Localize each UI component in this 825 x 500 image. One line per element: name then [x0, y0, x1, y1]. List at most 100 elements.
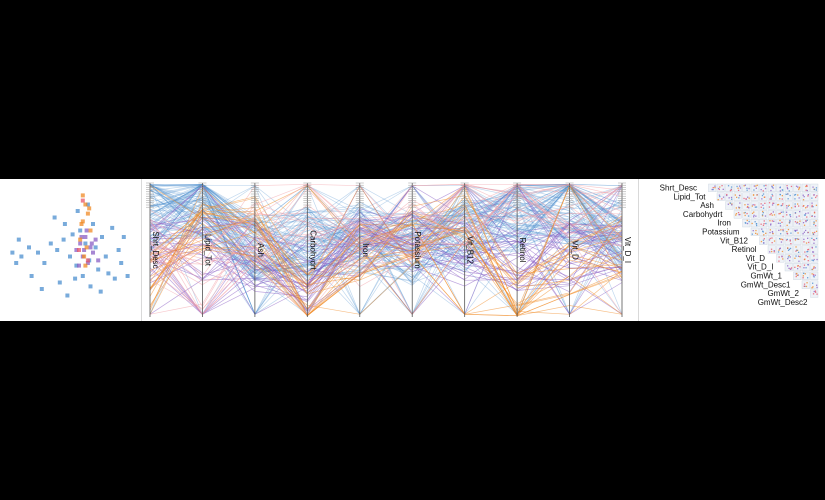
- matrix-cell[interactable]: [742, 192, 751, 201]
- matrix-cell[interactable]: [784, 227, 793, 237]
- matrix-cell[interactable]: [793, 227, 802, 237]
- matrix-cell[interactable]: [742, 219, 751, 228]
- matrix-cell[interactable]: [759, 236, 768, 245]
- matrix-cell[interactable]: [750, 210, 759, 219]
- matrix-cell[interactable]: [801, 245, 810, 254]
- matrix-cell[interactable]: [716, 192, 725, 201]
- matrix-cell[interactable]: [767, 210, 776, 219]
- matrix-cell[interactable]: [776, 236, 785, 245]
- parallel-axis[interactable]: Lipid_Tot: [198, 182, 212, 317]
- matrix-cell[interactable]: [767, 245, 776, 254]
- matrix-cell[interactable]: [750, 227, 759, 237]
- matrix-cell[interactable]: [793, 192, 802, 201]
- matrix-cell[interactable]: [801, 271, 810, 281]
- parallel-axis[interactable]: Vit_D_I: [618, 182, 632, 317]
- matrix-cell[interactable]: [733, 183, 742, 193]
- matrix-cell[interactable]: [733, 192, 742, 201]
- parallel-axis[interactable]: Ash: [250, 182, 265, 317]
- parallel-axis[interactable]: Potassium: [408, 182, 422, 317]
- parallel-axis[interactable]: Iron: [355, 182, 370, 317]
- matrix-cell[interactable]: [742, 183, 751, 193]
- matrix-cell[interactable]: [810, 254, 819, 263]
- matrix-cell[interactable]: [801, 280, 810, 289]
- matrix-cell[interactable]: [810, 289, 819, 298]
- matrix-cell[interactable]: [776, 201, 785, 210]
- scatter-plot-panel[interactable]: [0, 179, 140, 321]
- matrix-cell[interactable]: [784, 183, 793, 193]
- matrix-cell[interactable]: [784, 210, 793, 219]
- matrix-cell[interactable]: [716, 183, 725, 193]
- matrix-cell[interactable]: [784, 254, 793, 263]
- matrix-cell[interactable]: [810, 280, 819, 289]
- matrix-cell[interactable]: [801, 236, 810, 245]
- matrix-cell[interactable]: [733, 210, 742, 219]
- parallel-axis[interactable]: Vit_B12: [460, 182, 475, 317]
- matrix-cell[interactable]: [801, 210, 810, 219]
- matrix-cell[interactable]: [759, 183, 768, 193]
- matrix-cell[interactable]: [776, 192, 785, 201]
- matrix-cell[interactable]: [708, 183, 717, 193]
- matrix-cell[interactable]: [759, 227, 768, 237]
- matrix-cell[interactable]: [784, 192, 793, 201]
- matrix-cell[interactable]: [793, 183, 802, 193]
- parallel-axis[interactable]: Vit_D: [565, 182, 580, 317]
- scatter-matrix-chart[interactable]: Shrt_DescLipid_TotAshCarbohydrtIronPotas…: [640, 179, 825, 321]
- matrix-cell[interactable]: [784, 219, 793, 228]
- matrix-cell[interactable]: [793, 210, 802, 219]
- matrix-cell[interactable]: [810, 210, 819, 219]
- parallel-axis[interactable]: Shrt_Desc: [146, 182, 160, 317]
- matrix-cell[interactable]: [725, 183, 734, 193]
- matrix-cell[interactable]: [767, 236, 776, 245]
- matrix-cell[interactable]: [793, 271, 802, 281]
- matrix-cell[interactable]: [810, 219, 819, 228]
- matrix-cell[interactable]: [793, 236, 802, 245]
- matrix-cell[interactable]: [725, 201, 734, 210]
- matrix-cell[interactable]: [767, 219, 776, 228]
- matrix-cell[interactable]: [810, 192, 819, 201]
- matrix-cell[interactable]: [750, 183, 759, 193]
- matrix-cell[interactable]: [801, 262, 810, 272]
- matrix-cell[interactable]: [776, 219, 785, 228]
- matrix-cell[interactable]: [810, 245, 819, 254]
- matrix-cell[interactable]: [801, 227, 810, 237]
- matrix-cell[interactable]: [793, 254, 802, 263]
- matrix-cell[interactable]: [742, 201, 751, 210]
- parallel-axis[interactable]: Carbohydrt: [303, 182, 317, 317]
- scatter-matrix-panel[interactable]: Shrt_Desc Lipid_Tot Ash Carbohydrt Iron Potas…: [640, 179, 825, 321]
- matrix-cell[interactable]: [759, 210, 768, 219]
- matrix-cell[interactable]: [776, 254, 785, 263]
- matrix-cell[interactable]: [784, 236, 793, 245]
- matrix-cell[interactable]: [784, 262, 793, 272]
- matrix-cell[interactable]: [759, 219, 768, 228]
- matrix-cell[interactable]: [742, 210, 751, 219]
- matrix-cell[interactable]: [784, 245, 793, 254]
- matrix-cell[interactable]: [801, 219, 810, 228]
- matrix-cell[interactable]: [801, 192, 810, 201]
- matrix-cell[interactable]: [801, 254, 810, 263]
- matrix-cell[interactable]: [810, 236, 819, 245]
- matrix-cell[interactable]: [810, 183, 819, 193]
- matrix-cell[interactable]: [776, 210, 785, 219]
- matrix-cell[interactable]: [767, 201, 776, 210]
- matrix-cell[interactable]: [767, 192, 776, 201]
- matrix-cell[interactable]: [733, 201, 742, 210]
- matrix-cell[interactable]: [776, 227, 785, 237]
- matrix-cell[interactable]: [776, 245, 785, 254]
- matrix-cell[interactable]: [750, 192, 759, 201]
- matrix-cell[interactable]: [776, 183, 785, 193]
- matrix-cell[interactable]: [801, 183, 810, 193]
- matrix-cell[interactable]: [767, 183, 776, 193]
- matrix-cell[interactable]: [725, 192, 734, 201]
- matrix-cell[interactable]: [784, 201, 793, 210]
- parallel-coordinates-panel[interactable]: Shrt_Desc Lipid_Tot Ash Carbohydrt Iron Potas…: [141, 179, 639, 321]
- matrix-cell[interactable]: [793, 262, 802, 272]
- matrix-cell[interactable]: [750, 219, 759, 228]
- parallel-coordinates-chart[interactable]: Shrt_Desc Lipid_Tot Ash Carbohydrt Iron Potas…: [142, 179, 638, 321]
- scatter-plot[interactable]: [0, 179, 140, 321]
- matrix-cell[interactable]: [810, 201, 819, 210]
- matrix-cell[interactable]: [801, 201, 810, 210]
- matrix-cell[interactable]: [750, 201, 759, 210]
- matrix-cell[interactable]: [759, 192, 768, 201]
- matrix-cell[interactable]: [810, 262, 819, 272]
- matrix-cell[interactable]: [810, 271, 819, 281]
